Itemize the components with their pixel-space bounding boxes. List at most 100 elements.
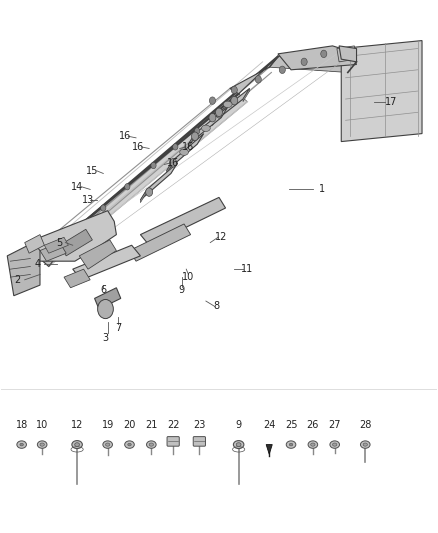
Ellipse shape [289, 443, 293, 446]
Text: 17: 17 [385, 96, 398, 107]
Ellipse shape [149, 443, 153, 446]
Text: 10: 10 [182, 272, 194, 282]
Ellipse shape [20, 443, 23, 446]
Circle shape [146, 188, 152, 196]
FancyBboxPatch shape [193, 437, 205, 446]
Ellipse shape [75, 443, 80, 447]
Polygon shape [95, 288, 121, 309]
Polygon shape [188, 134, 195, 147]
Text: 12: 12 [71, 419, 83, 430]
Polygon shape [73, 245, 141, 280]
Polygon shape [243, 88, 250, 102]
Ellipse shape [147, 441, 156, 448]
Polygon shape [40, 224, 81, 266]
Polygon shape [7, 243, 40, 296]
Polygon shape [269, 56, 357, 72]
Polygon shape [341, 41, 422, 142]
Circle shape [209, 114, 216, 122]
Text: 8: 8 [214, 301, 220, 311]
Circle shape [194, 128, 200, 134]
Text: 9: 9 [179, 286, 185, 295]
Circle shape [321, 50, 327, 58]
Ellipse shape [286, 441, 296, 448]
Text: 3: 3 [102, 333, 109, 343]
Polygon shape [266, 445, 272, 454]
Polygon shape [212, 112, 219, 126]
Text: 4: 4 [35, 259, 41, 269]
Polygon shape [337, 46, 357, 62]
Circle shape [125, 183, 130, 190]
Ellipse shape [332, 443, 337, 446]
Ellipse shape [106, 443, 110, 446]
Polygon shape [44, 237, 68, 253]
Ellipse shape [125, 441, 134, 448]
Ellipse shape [233, 441, 244, 449]
Ellipse shape [363, 443, 367, 446]
Circle shape [215, 108, 223, 117]
Polygon shape [130, 224, 191, 261]
Circle shape [101, 205, 106, 211]
Text: 15: 15 [86, 166, 99, 176]
Text: 28: 28 [359, 419, 371, 430]
FancyBboxPatch shape [167, 437, 179, 446]
Text: 24: 24 [263, 419, 276, 430]
Text: 16: 16 [182, 142, 194, 152]
Ellipse shape [17, 441, 26, 448]
Circle shape [231, 96, 238, 105]
Polygon shape [141, 163, 177, 200]
Polygon shape [166, 160, 173, 173]
Circle shape [191, 132, 198, 141]
Ellipse shape [236, 443, 241, 447]
Polygon shape [188, 107, 228, 144]
Text: 21: 21 [145, 419, 158, 430]
Ellipse shape [37, 441, 47, 448]
Text: 12: 12 [215, 232, 227, 243]
Text: 22: 22 [167, 419, 180, 430]
Text: 25: 25 [285, 419, 297, 430]
Circle shape [170, 159, 177, 167]
Text: 11: 11 [241, 264, 254, 274]
Circle shape [173, 144, 178, 150]
Polygon shape [278, 46, 357, 70]
Text: 5: 5 [57, 238, 63, 247]
Ellipse shape [40, 443, 44, 446]
Ellipse shape [308, 441, 318, 448]
Text: 9: 9 [236, 419, 242, 430]
Text: 7: 7 [116, 322, 122, 333]
Text: 26: 26 [307, 419, 319, 430]
Ellipse shape [330, 441, 339, 448]
Polygon shape [64, 269, 90, 288]
Polygon shape [339, 46, 357, 62]
Text: 14: 14 [71, 182, 83, 192]
Ellipse shape [180, 149, 188, 156]
Text: 6: 6 [100, 286, 106, 295]
Text: 2: 2 [14, 275, 21, 285]
Polygon shape [141, 189, 147, 203]
Polygon shape [166, 134, 204, 171]
Polygon shape [40, 94, 247, 266]
Text: 19: 19 [102, 419, 114, 430]
Circle shape [279, 66, 286, 74]
Ellipse shape [103, 441, 113, 448]
Circle shape [151, 163, 156, 168]
Polygon shape [25, 235, 44, 253]
Ellipse shape [360, 441, 370, 448]
Ellipse shape [128, 443, 131, 446]
Text: 1: 1 [318, 184, 325, 195]
Text: 20: 20 [124, 419, 136, 430]
Polygon shape [40, 243, 66, 261]
Polygon shape [79, 240, 117, 269]
Ellipse shape [201, 125, 210, 132]
Text: 13: 13 [82, 195, 94, 205]
Text: 10: 10 [36, 419, 48, 430]
Circle shape [209, 97, 215, 104]
Polygon shape [212, 88, 250, 123]
Polygon shape [141, 197, 226, 245]
Text: 16: 16 [167, 158, 179, 168]
Ellipse shape [311, 443, 315, 446]
Polygon shape [27, 211, 117, 261]
Text: 27: 27 [328, 419, 341, 430]
Ellipse shape [223, 101, 232, 108]
Polygon shape [230, 56, 278, 94]
Text: 16: 16 [132, 142, 145, 152]
